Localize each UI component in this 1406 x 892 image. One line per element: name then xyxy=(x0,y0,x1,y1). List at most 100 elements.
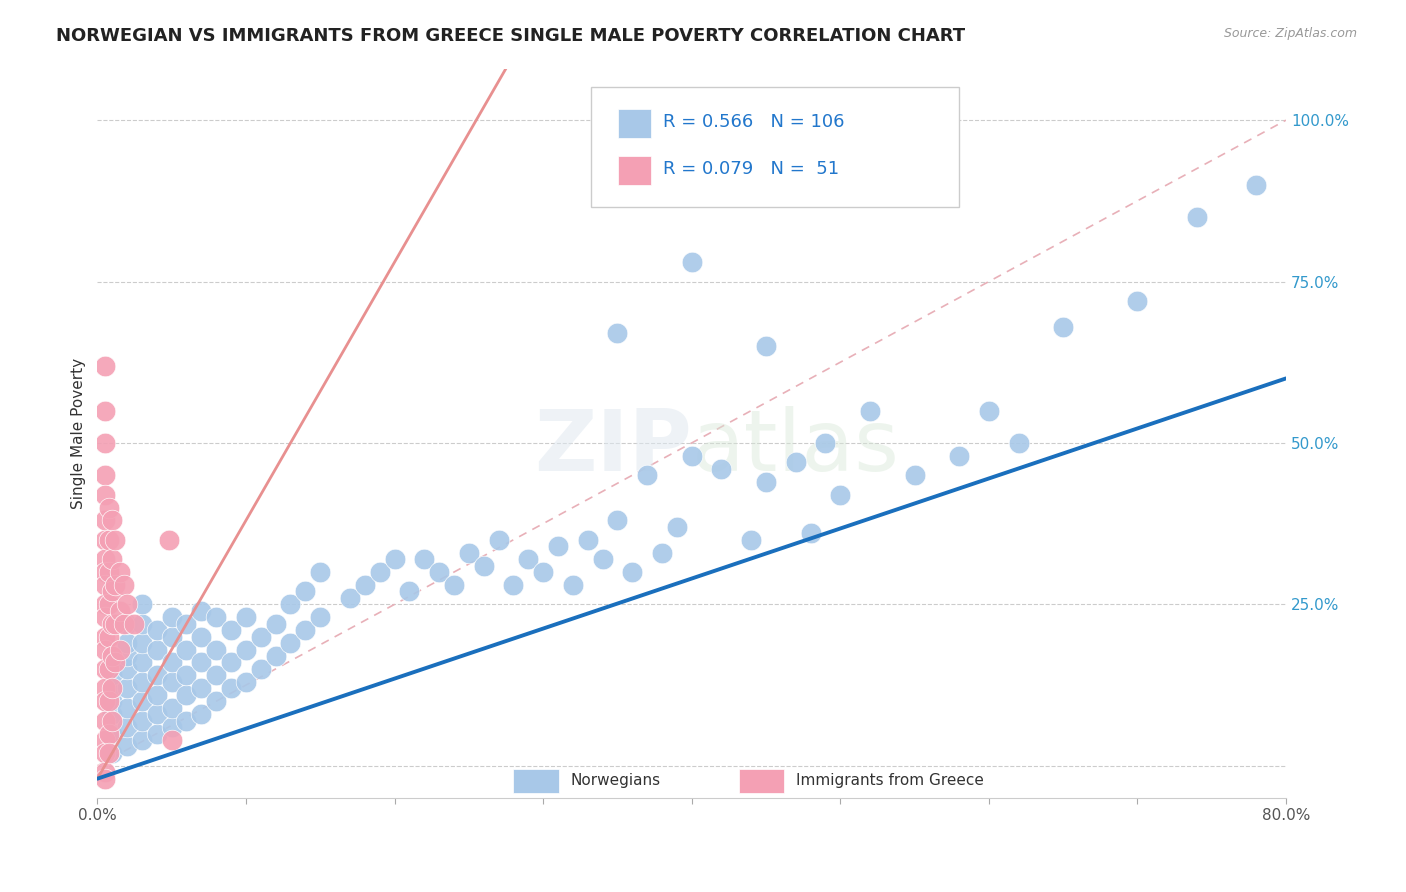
Point xyxy=(101,746,124,760)
Point xyxy=(249,662,271,676)
Point xyxy=(98,598,121,612)
Point xyxy=(101,648,124,663)
Point xyxy=(146,688,169,702)
Point xyxy=(94,714,117,728)
Bar xyxy=(740,769,785,793)
Point xyxy=(115,616,138,631)
Point xyxy=(101,552,124,566)
Point xyxy=(115,739,138,754)
Text: R = 0.566   N = 106: R = 0.566 N = 106 xyxy=(664,112,845,131)
Point xyxy=(1052,319,1074,334)
Point xyxy=(190,630,212,644)
Point xyxy=(1126,293,1149,308)
Bar xyxy=(619,156,651,186)
Point xyxy=(98,694,121,708)
Point xyxy=(94,578,117,592)
Bar xyxy=(513,769,558,793)
Point xyxy=(488,533,510,547)
Point xyxy=(160,656,183,670)
Point xyxy=(219,681,242,696)
Point xyxy=(94,513,117,527)
Point xyxy=(160,674,183,689)
Point xyxy=(101,616,124,631)
Point xyxy=(101,707,124,722)
FancyBboxPatch shape xyxy=(591,87,959,207)
Point xyxy=(740,533,762,547)
Point xyxy=(115,598,138,612)
Point xyxy=(859,403,882,417)
Point xyxy=(190,681,212,696)
Point xyxy=(264,616,287,631)
Point xyxy=(94,746,117,760)
Point xyxy=(413,552,436,566)
Point xyxy=(160,700,183,714)
Point xyxy=(427,565,450,579)
Y-axis label: Single Male Poverty: Single Male Poverty xyxy=(72,358,86,508)
Point xyxy=(443,578,465,592)
Point xyxy=(948,449,970,463)
Point xyxy=(1007,436,1029,450)
Point xyxy=(108,604,131,618)
Point xyxy=(176,616,198,631)
Point xyxy=(309,610,332,624)
Text: Immigrants from Greece: Immigrants from Greece xyxy=(796,773,984,788)
Text: atlas: atlas xyxy=(692,407,900,490)
Point xyxy=(94,598,117,612)
Point xyxy=(681,449,703,463)
Point xyxy=(517,552,540,566)
Point xyxy=(146,668,169,682)
Point xyxy=(755,339,778,353)
Point xyxy=(235,642,257,657)
Point xyxy=(547,539,569,553)
Point xyxy=(368,565,391,579)
Point xyxy=(814,436,837,450)
Point xyxy=(710,462,733,476)
Point xyxy=(146,726,169,740)
Point xyxy=(176,668,198,682)
Point xyxy=(131,694,153,708)
Text: Source: ZipAtlas.com: Source: ZipAtlas.com xyxy=(1223,27,1357,40)
Point xyxy=(903,468,925,483)
Point xyxy=(205,694,228,708)
Point xyxy=(190,604,212,618)
Point xyxy=(146,642,169,657)
Point xyxy=(101,513,124,527)
Point xyxy=(131,616,153,631)
Point xyxy=(94,765,117,780)
Point xyxy=(176,642,198,657)
Point xyxy=(384,552,406,566)
Point xyxy=(94,681,117,696)
Point xyxy=(176,714,198,728)
Point xyxy=(101,668,124,682)
Point xyxy=(830,488,852,502)
Point xyxy=(112,616,135,631)
Point xyxy=(131,733,153,747)
Point xyxy=(160,733,183,747)
Point xyxy=(108,565,131,579)
Point xyxy=(146,707,169,722)
Point xyxy=(205,610,228,624)
Point xyxy=(235,610,257,624)
Point xyxy=(124,616,146,631)
Point xyxy=(98,746,121,760)
Point xyxy=(219,624,242,638)
Point xyxy=(94,403,117,417)
Point xyxy=(101,726,124,740)
Point xyxy=(799,526,821,541)
Bar xyxy=(619,109,651,138)
Point xyxy=(104,656,127,670)
Point xyxy=(235,674,257,689)
Point xyxy=(101,714,124,728)
Point xyxy=(112,578,135,592)
Point xyxy=(280,636,302,650)
Point xyxy=(651,546,673,560)
Point xyxy=(98,726,121,740)
Point xyxy=(104,533,127,547)
Point xyxy=(108,642,131,657)
Point xyxy=(576,533,599,547)
Point xyxy=(131,674,153,689)
Point xyxy=(176,688,198,702)
Point xyxy=(131,714,153,728)
Text: ZIP: ZIP xyxy=(534,407,692,490)
Point xyxy=(94,565,117,579)
